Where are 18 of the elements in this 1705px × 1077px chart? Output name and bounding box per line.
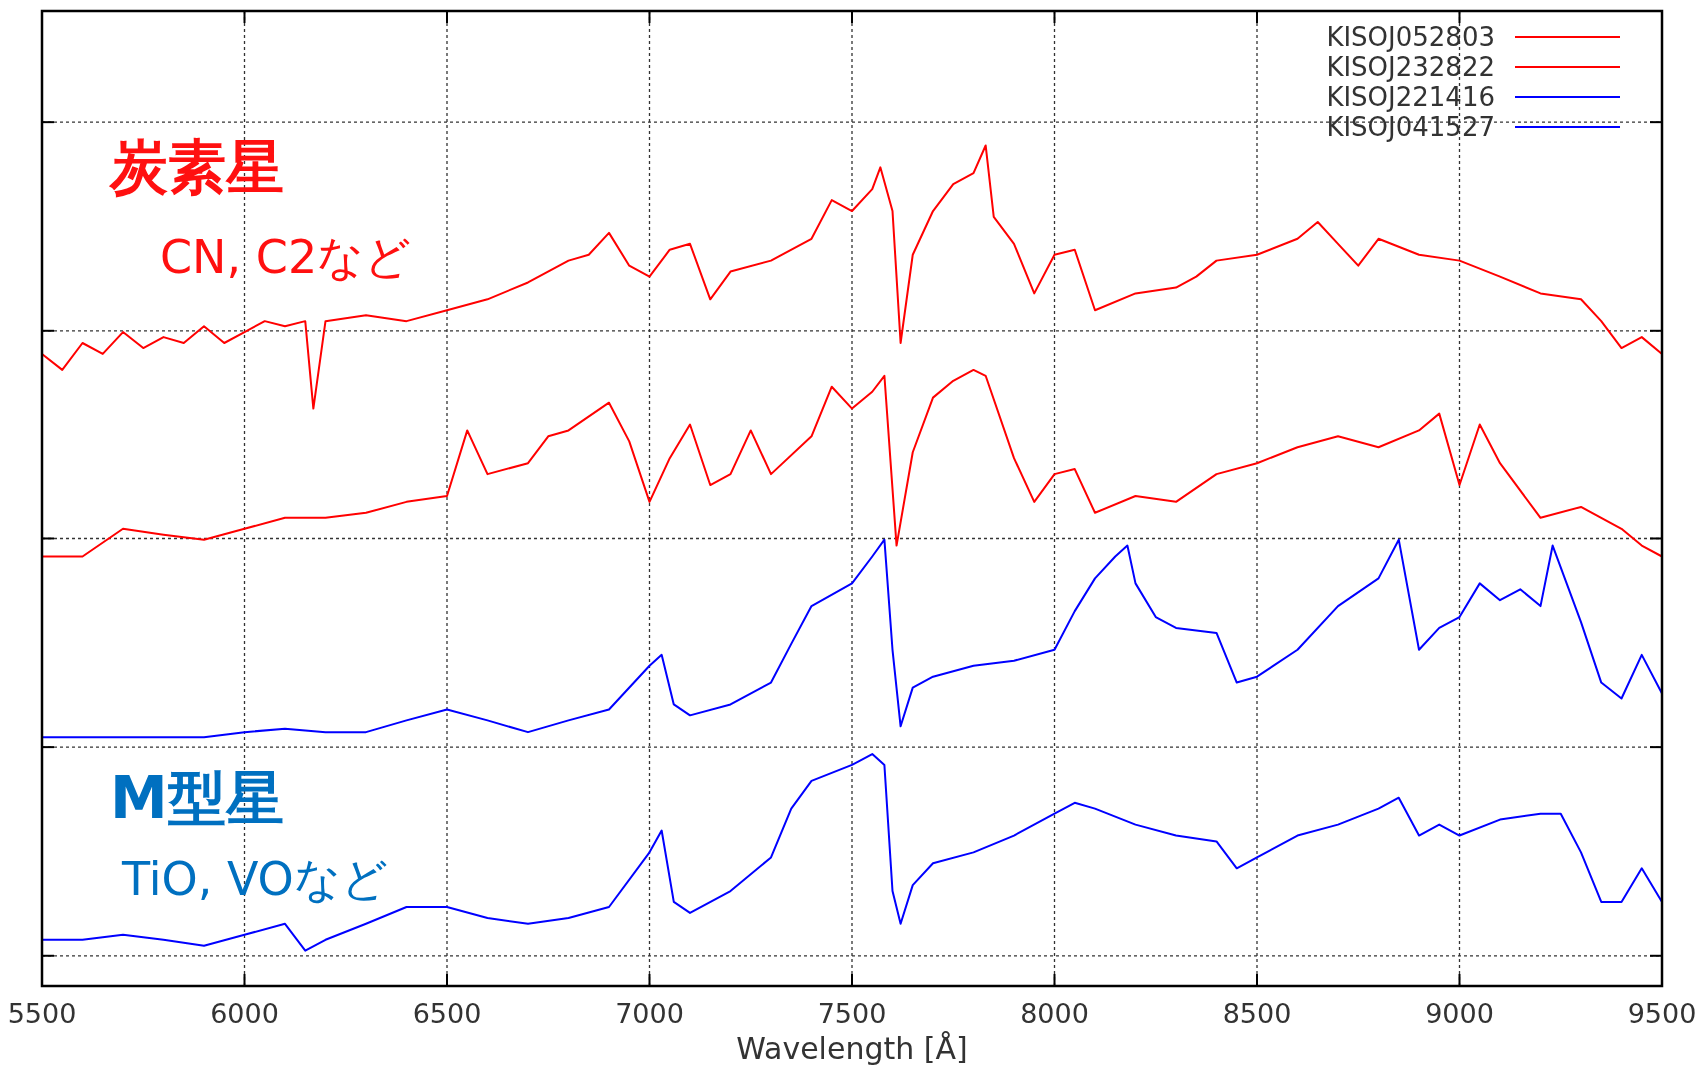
legend-label: KISOJ232822 — [1326, 52, 1495, 82]
x-tick-label: 8500 — [1222, 998, 1292, 1029]
x-tick-label: 7500 — [817, 998, 887, 1029]
annotation: 炭素星 — [108, 133, 284, 201]
annotation: TiO, VOなど — [121, 852, 388, 906]
x-tick-label: 6000 — [210, 998, 279, 1029]
x-axis-title: Wavelength [Å] — [736, 1031, 968, 1066]
annotation: M型星 — [110, 764, 284, 832]
x-tick-label: 8000 — [1020, 998, 1089, 1029]
x-tick-label: 9000 — [1425, 998, 1494, 1029]
x-tick-label: 7000 — [615, 998, 684, 1029]
x-tick-label: 5500 — [7, 998, 77, 1029]
legend-label: KISOJ041527 — [1326, 112, 1495, 142]
x-tick-label: 9500 — [1627, 998, 1697, 1029]
legend-label: KISOJ221416 — [1326, 82, 1495, 112]
x-tick-label: 6500 — [412, 998, 482, 1029]
annotation: CN, C2など — [160, 230, 412, 284]
legend-label: KISOJ052803 — [1326, 22, 1495, 52]
